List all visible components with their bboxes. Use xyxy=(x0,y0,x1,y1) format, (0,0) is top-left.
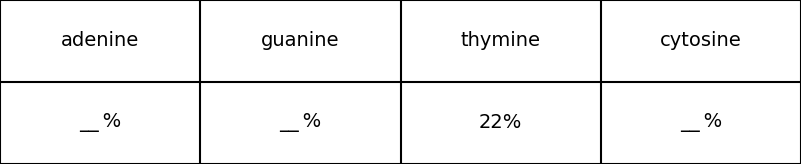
Text: __ %: __ % xyxy=(79,113,121,133)
Text: adenine: adenine xyxy=(61,31,139,51)
Text: guanine: guanine xyxy=(261,31,340,51)
Text: thymine: thymine xyxy=(461,31,541,51)
Text: 22%: 22% xyxy=(479,113,522,133)
Text: __ %: __ % xyxy=(280,113,321,133)
Text: __ %: __ % xyxy=(680,113,722,133)
Text: cytosine: cytosine xyxy=(660,31,742,51)
